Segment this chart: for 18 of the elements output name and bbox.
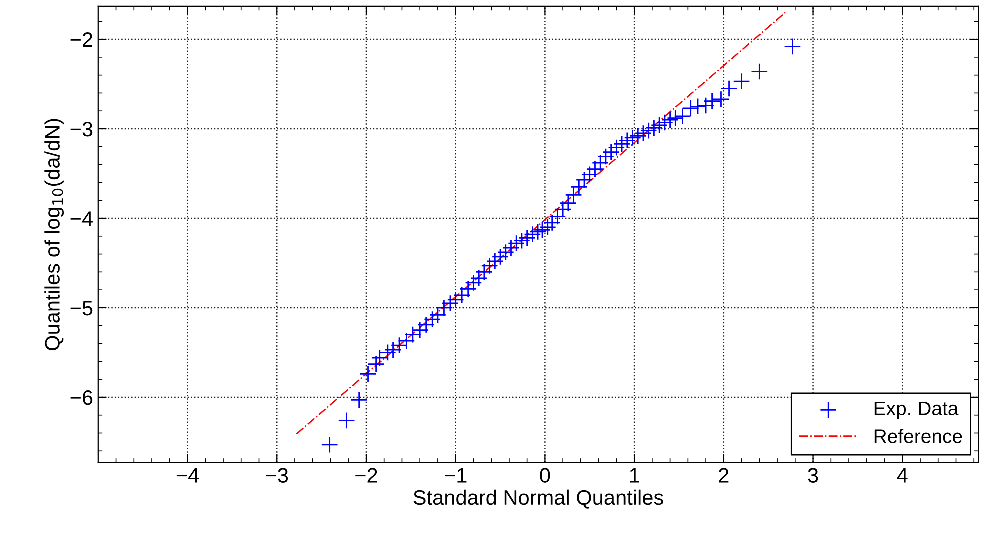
y-tick-label: −5 [70,301,93,316]
x-tick-label: −4 [176,468,200,483]
legend-label: Exp. Data [874,402,959,420]
x-tick-label: −2 [356,468,378,483]
x-tick-label: −1 [444,468,467,483]
y-tick-label: −4 [70,212,93,226]
y-tick-label: −3 [70,122,93,137]
legend-label: Reference [874,429,962,444]
x-tick-label: 4 [897,468,908,483]
x-axis-title: Standard Normal Quantiles [414,490,664,509]
y-tick-label: −6 [70,390,93,406]
x-tick-label: 3 [808,468,818,483]
x-tick-label: 0 [540,468,550,483]
x-tick-label: 2 [719,468,729,483]
y-axis-title: Quantiles of log$_{10}$(da/dN) [44,119,64,350]
y-tick-label: −2 [70,32,92,48]
x-tick-label: −3 [266,468,288,483]
x-tick-label: 1 [630,468,640,483]
